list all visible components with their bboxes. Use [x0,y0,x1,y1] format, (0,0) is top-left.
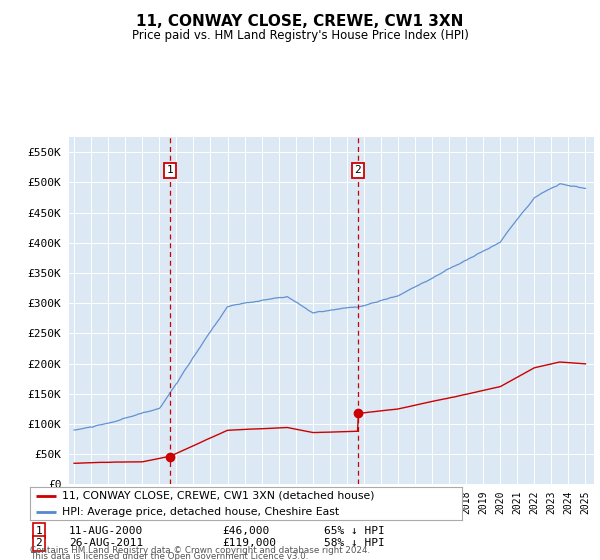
Text: HPI: Average price, detached house, Cheshire East: HPI: Average price, detached house, Ches… [62,507,340,516]
Text: 26-AUG-2011: 26-AUG-2011 [69,538,143,548]
Text: £46,000: £46,000 [222,526,269,536]
Text: 58% ↓ HPI: 58% ↓ HPI [324,538,385,548]
Text: £119,000: £119,000 [222,538,276,548]
Text: Price paid vs. HM Land Registry's House Price Index (HPI): Price paid vs. HM Land Registry's House … [131,29,469,42]
Text: 1: 1 [35,526,43,536]
Text: 65% ↓ HPI: 65% ↓ HPI [324,526,385,536]
Text: Contains HM Land Registry data © Crown copyright and database right 2024.: Contains HM Land Registry data © Crown c… [30,545,370,555]
Text: This data is licensed under the Open Government Licence v3.0.: This data is licensed under the Open Gov… [30,552,308,560]
Text: 2: 2 [35,538,43,548]
Text: 1: 1 [167,165,173,175]
Text: 11-AUG-2000: 11-AUG-2000 [69,526,143,536]
Text: 2: 2 [355,165,361,175]
Text: 11, CONWAY CLOSE, CREWE, CW1 3XN (detached house): 11, CONWAY CLOSE, CREWE, CW1 3XN (detach… [62,491,375,501]
Text: 11, CONWAY CLOSE, CREWE, CW1 3XN: 11, CONWAY CLOSE, CREWE, CW1 3XN [136,14,464,29]
